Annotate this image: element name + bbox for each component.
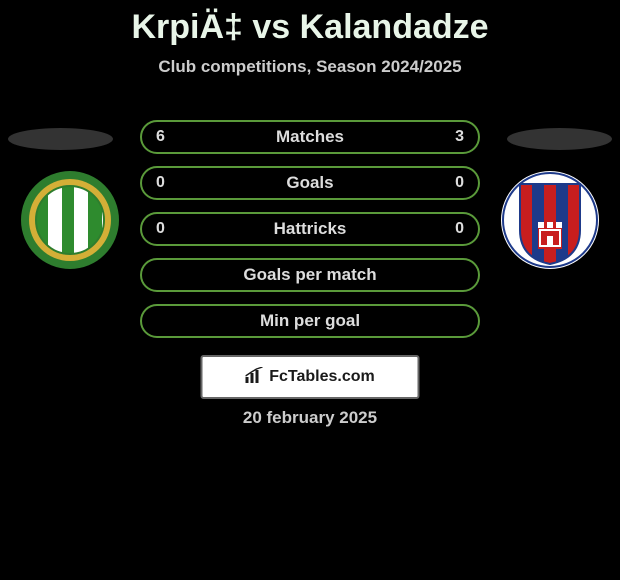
stat-right-value: 0 [455,214,464,244]
stat-label: Matches [142,122,478,152]
stat-row: 6 Matches 3 [140,120,480,154]
stat-row: Goals per match [140,258,480,292]
shadow-left [8,128,113,150]
stats-card: KrpiÄ‡ vs Kalandadze Club competitions, … [0,0,620,580]
stat-row: 0 Goals 0 [140,166,480,200]
stat-right-value: 0 [455,168,464,198]
stat-row: Min per goal [140,304,480,338]
stat-label: Hattricks [142,214,478,244]
date-label: 20 february 2025 [0,408,620,428]
stat-right-value: 3 [455,122,464,152]
fctables-logo: FcTables.com [201,355,420,399]
team-badge-right [500,170,600,270]
subtitle: Club competitions, Season 2024/2025 [0,57,620,77]
stats-rows: 6 Matches 3 0 Goals 0 0 Hattricks 0 Goal… [140,120,480,350]
stat-label: Goals per match [142,260,478,290]
match-title: KrpiÄ‡ vs Kalandadze [0,0,620,47]
chart-icon [245,367,263,388]
logo-text: FcTables.com [269,368,375,386]
team-badge-left [20,170,120,270]
stat-label: Goals [142,168,478,198]
stat-row: 0 Hattricks 0 [140,212,480,246]
shadow-right [507,128,612,150]
stat-label: Min per goal [142,306,478,336]
